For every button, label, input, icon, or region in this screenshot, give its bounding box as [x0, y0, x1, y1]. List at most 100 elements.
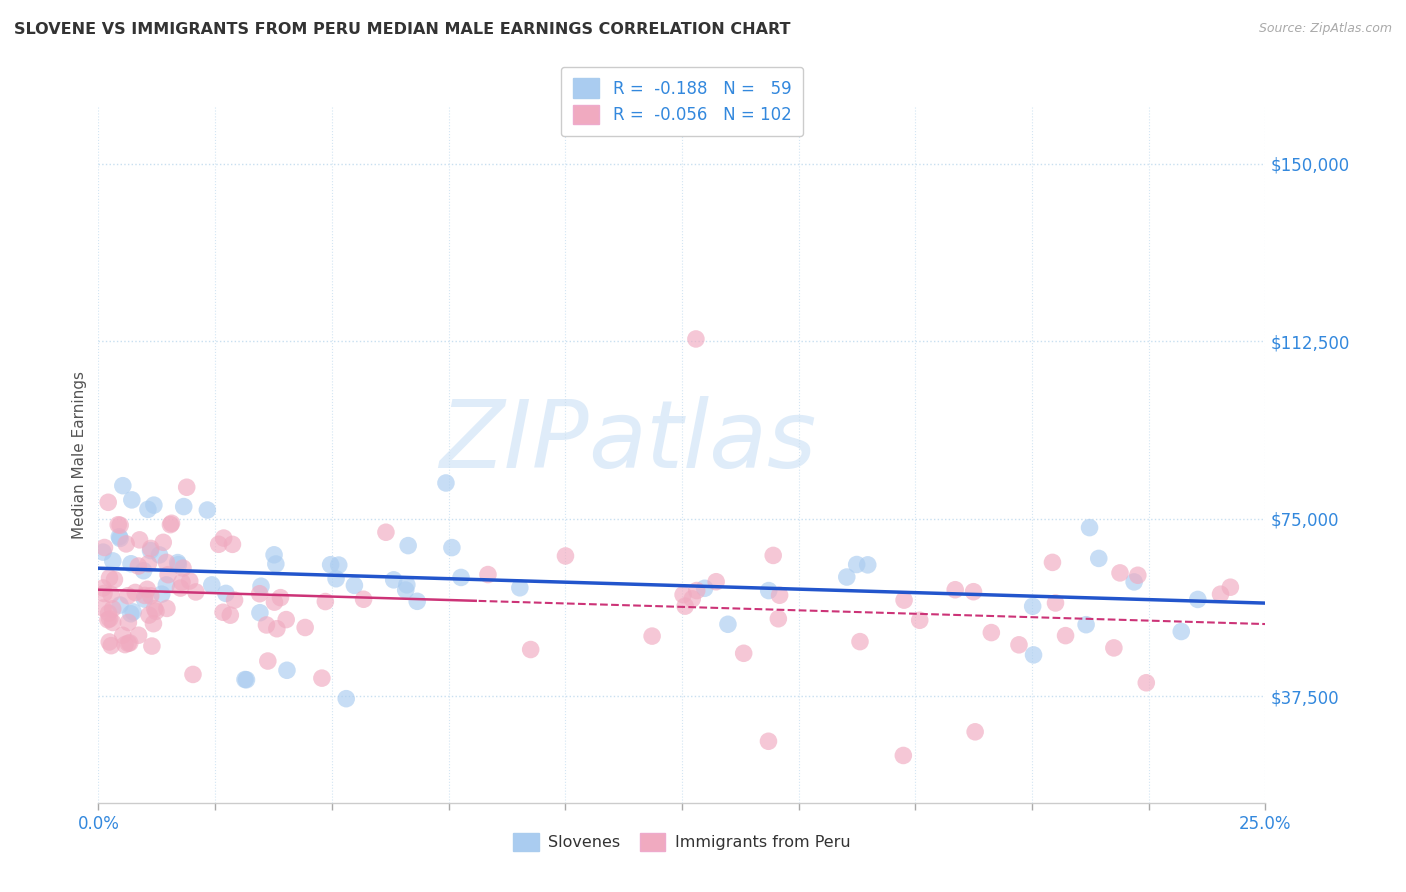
- Point: [221, 537, 243, 551]
- Point: [440, 541, 463, 555]
- Point: [170, 575, 193, 590]
- Point: [249, 606, 271, 620]
- Point: [142, 498, 165, 512]
- Point: [179, 574, 201, 588]
- Point: [1219, 580, 1241, 594]
- Point: [120, 607, 142, 621]
- Point: [93, 541, 115, 555]
- Point: [108, 598, 131, 612]
- Point: [124, 585, 146, 599]
- Point: [672, 588, 695, 602]
- Point: [101, 554, 124, 568]
- Point: [120, 557, 142, 571]
- Point: [733, 646, 755, 660]
- Point: [108, 530, 131, 544]
- Point: [264, 557, 287, 571]
- Point: [1074, 617, 1097, 632]
- Point: [374, 525, 396, 540]
- Point: [169, 581, 191, 595]
- Point: [1021, 599, 1043, 614]
- Point: [115, 537, 138, 551]
- Point: [1008, 638, 1031, 652]
- Point: [681, 591, 703, 606]
- Point: [212, 531, 235, 545]
- Point: [335, 691, 357, 706]
- Point: [294, 620, 316, 634]
- Point: [117, 636, 139, 650]
- Point: [138, 557, 160, 571]
- Point: [1042, 555, 1064, 569]
- Point: [143, 601, 166, 615]
- Point: [256, 654, 278, 668]
- Point: [319, 558, 342, 572]
- Point: [249, 587, 271, 601]
- Point: [758, 583, 780, 598]
- Point: [962, 584, 984, 599]
- Point: [117, 615, 139, 630]
- Text: SLOVENE VS IMMIGRANTS FROM PERU MEDIAN MALE EARNINGS CORRELATION CHART: SLOVENE VS IMMIGRANTS FROM PERU MEDIAN M…: [14, 22, 790, 37]
- Point: [139, 589, 162, 603]
- Point: [893, 593, 915, 607]
- Point: [181, 667, 204, 681]
- Point: [108, 518, 131, 533]
- Point: [395, 582, 418, 597]
- Point: [173, 500, 195, 514]
- Point: [108, 532, 131, 546]
- Point: [1078, 521, 1101, 535]
- Point: [396, 539, 419, 553]
- Point: [103, 573, 125, 587]
- Point: [256, 618, 278, 632]
- Point: [176, 480, 198, 494]
- Y-axis label: Median Male Earnings: Median Male Earnings: [72, 371, 87, 539]
- Point: [325, 572, 347, 586]
- Point: [353, 592, 375, 607]
- Point: [139, 541, 162, 556]
- Point: [142, 616, 165, 631]
- Point: [155, 555, 177, 569]
- Point: [150, 587, 173, 601]
- Point: [263, 595, 285, 609]
- Point: [673, 599, 696, 614]
- Point: [136, 502, 159, 516]
- Point: [343, 578, 366, 592]
- Point: [128, 533, 150, 547]
- Point: [159, 517, 181, 532]
- Point: [693, 581, 716, 595]
- Point: [98, 612, 121, 626]
- Point: [117, 589, 139, 603]
- Point: [114, 638, 136, 652]
- Point: [111, 628, 134, 642]
- Point: [328, 558, 350, 572]
- Text: ZIP: ZIP: [439, 395, 589, 486]
- Point: [145, 604, 167, 618]
- Point: [235, 673, 257, 687]
- Point: [233, 673, 256, 687]
- Point: [314, 594, 336, 608]
- Point: [685, 332, 707, 346]
- Point: [100, 587, 122, 601]
- Point: [758, 734, 780, 748]
- Point: [152, 535, 174, 549]
- Point: [269, 591, 291, 605]
- Point: [91, 601, 114, 615]
- Point: [704, 574, 727, 589]
- Point: [97, 606, 120, 620]
- Point: [101, 615, 124, 630]
- Point: [98, 635, 121, 649]
- Point: [136, 582, 159, 597]
- Point: [1135, 675, 1157, 690]
- Point: [835, 570, 858, 584]
- Point: [157, 567, 180, 582]
- Point: [641, 629, 664, 643]
- Point: [382, 573, 405, 587]
- Point: [97, 495, 120, 509]
- Point: [768, 588, 790, 602]
- Point: [1022, 648, 1045, 662]
- Point: [519, 642, 541, 657]
- Point: [128, 628, 150, 642]
- Point: [1209, 587, 1232, 601]
- Point: [201, 578, 224, 592]
- Text: Source: ZipAtlas.com: Source: ZipAtlas.com: [1258, 22, 1392, 36]
- Point: [943, 582, 966, 597]
- Point: [101, 602, 124, 616]
